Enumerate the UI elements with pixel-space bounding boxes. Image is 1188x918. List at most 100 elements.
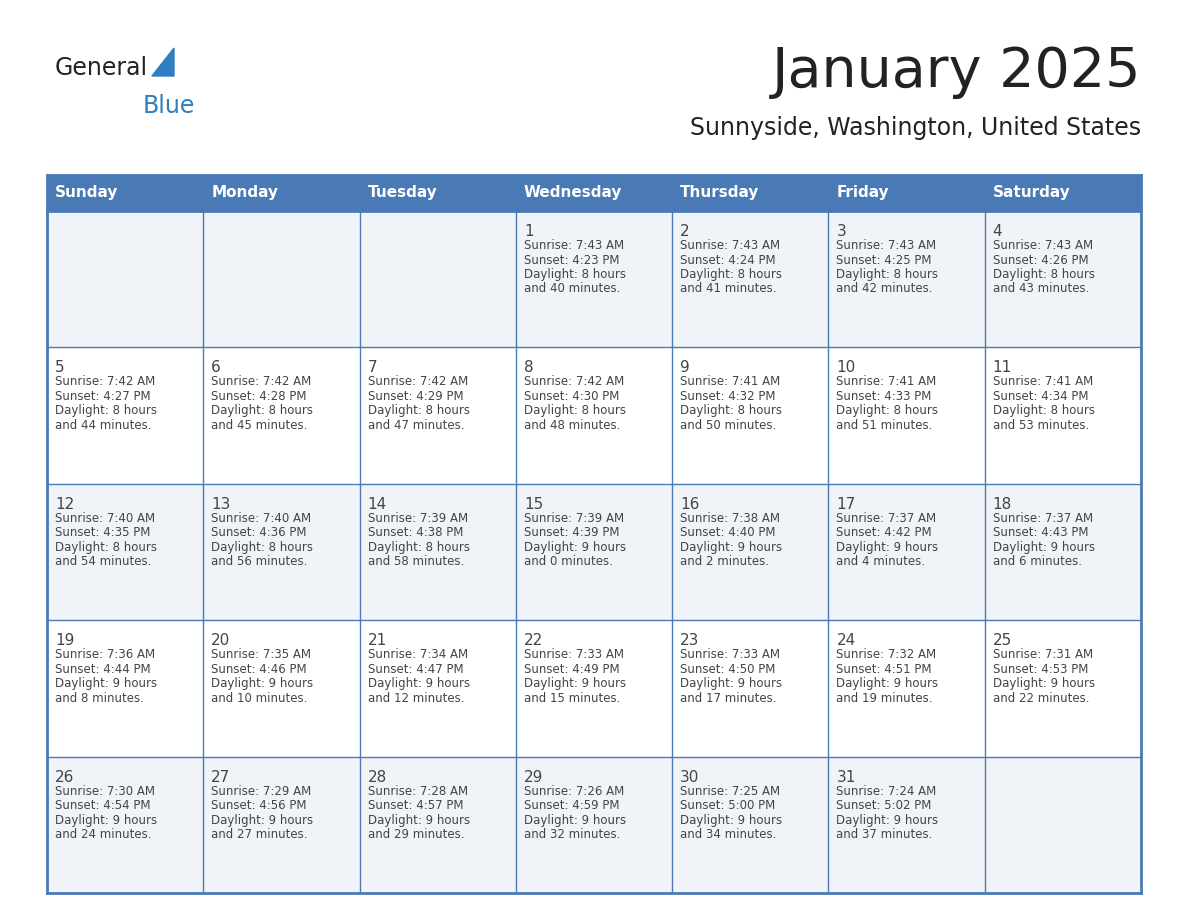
Text: Daylight: 9 hours: Daylight: 9 hours <box>993 677 1095 690</box>
Bar <box>672 621 828 756</box>
Text: Tuesday: Tuesday <box>367 185 437 200</box>
Text: Daylight: 9 hours: Daylight: 9 hours <box>836 541 939 554</box>
Text: and 6 minutes.: and 6 minutes. <box>993 555 1082 568</box>
Text: Sunset: 4:51 PM: Sunset: 4:51 PM <box>836 663 931 676</box>
Bar <box>985 621 1140 756</box>
Text: Sunrise: 7:41 AM: Sunrise: 7:41 AM <box>681 375 781 388</box>
Text: Saturday: Saturday <box>993 185 1070 200</box>
Bar <box>828 621 985 756</box>
Text: and 22 minutes.: and 22 minutes. <box>993 691 1089 705</box>
Text: Sunrise: 7:38 AM: Sunrise: 7:38 AM <box>681 512 781 525</box>
Text: Sunset: 4:44 PM: Sunset: 4:44 PM <box>55 663 151 676</box>
Text: Daylight: 9 hours: Daylight: 9 hours <box>681 541 782 554</box>
Text: Daylight: 8 hours: Daylight: 8 hours <box>55 405 157 418</box>
Bar <box>48 347 203 484</box>
Text: Sunrise: 7:43 AM: Sunrise: 7:43 AM <box>993 239 1093 252</box>
Text: Sunrise: 7:40 AM: Sunrise: 7:40 AM <box>55 512 156 525</box>
Text: Sunset: 4:25 PM: Sunset: 4:25 PM <box>836 253 931 266</box>
Text: Wednesday: Wednesday <box>524 185 623 200</box>
Bar <box>516 484 672 621</box>
Text: Daylight: 9 hours: Daylight: 9 hours <box>836 677 939 690</box>
Text: 11: 11 <box>993 361 1012 375</box>
Text: Sunset: 4:54 PM: Sunset: 4:54 PM <box>55 799 151 812</box>
Text: Sunday: Sunday <box>55 185 119 200</box>
Text: Sunrise: 7:30 AM: Sunrise: 7:30 AM <box>55 785 154 798</box>
Text: Sunset: 4:46 PM: Sunset: 4:46 PM <box>211 663 307 676</box>
Bar <box>828 484 985 621</box>
Text: Blue: Blue <box>143 94 195 118</box>
Text: Sunrise: 7:39 AM: Sunrise: 7:39 AM <box>367 512 468 525</box>
Text: Daylight: 9 hours: Daylight: 9 hours <box>55 813 157 826</box>
Text: Sunrise: 7:34 AM: Sunrise: 7:34 AM <box>367 648 468 661</box>
Text: Daylight: 9 hours: Daylight: 9 hours <box>524 677 626 690</box>
Bar <box>985 756 1140 893</box>
Text: Monday: Monday <box>211 185 278 200</box>
Text: Sunrise: 7:26 AM: Sunrise: 7:26 AM <box>524 785 624 798</box>
Text: 13: 13 <box>211 497 230 512</box>
Text: Daylight: 8 hours: Daylight: 8 hours <box>367 405 469 418</box>
Text: 14: 14 <box>367 497 387 512</box>
Text: 30: 30 <box>681 769 700 785</box>
Text: and 29 minutes.: and 29 minutes. <box>367 828 465 841</box>
Text: Daylight: 9 hours: Daylight: 9 hours <box>993 541 1095 554</box>
Bar <box>672 756 828 893</box>
Text: Sunrise: 7:41 AM: Sunrise: 7:41 AM <box>993 375 1093 388</box>
Text: 18: 18 <box>993 497 1012 512</box>
Text: and 48 minutes.: and 48 minutes. <box>524 419 620 431</box>
Text: Sunrise: 7:43 AM: Sunrise: 7:43 AM <box>681 239 781 252</box>
Text: Sunset: 4:29 PM: Sunset: 4:29 PM <box>367 390 463 403</box>
Text: 7: 7 <box>367 361 378 375</box>
Text: 15: 15 <box>524 497 543 512</box>
Text: 31: 31 <box>836 769 855 785</box>
Text: Sunset: 4:50 PM: Sunset: 4:50 PM <box>681 663 776 676</box>
Text: and 45 minutes.: and 45 minutes. <box>211 419 308 431</box>
Text: Sunset: 4:56 PM: Sunset: 4:56 PM <box>211 799 307 812</box>
Text: Sunset: 4:28 PM: Sunset: 4:28 PM <box>211 390 307 403</box>
Text: Sunrise: 7:43 AM: Sunrise: 7:43 AM <box>836 239 936 252</box>
Bar <box>672 347 828 484</box>
Text: Sunset: 4:23 PM: Sunset: 4:23 PM <box>524 253 619 266</box>
Text: Sunrise: 7:28 AM: Sunrise: 7:28 AM <box>367 785 468 798</box>
Text: and 54 minutes.: and 54 minutes. <box>55 555 151 568</box>
Text: Sunset: 4:26 PM: Sunset: 4:26 PM <box>993 253 1088 266</box>
Text: Daylight: 8 hours: Daylight: 8 hours <box>55 541 157 554</box>
Text: 17: 17 <box>836 497 855 512</box>
Bar <box>672 211 828 347</box>
Bar <box>360 211 516 347</box>
Text: Sunrise: 7:43 AM: Sunrise: 7:43 AM <box>524 239 624 252</box>
Text: 4: 4 <box>993 224 1003 239</box>
Text: Daylight: 8 hours: Daylight: 8 hours <box>993 268 1094 281</box>
Text: 10: 10 <box>836 361 855 375</box>
Text: and 0 minutes.: and 0 minutes. <box>524 555 613 568</box>
Bar <box>48 756 203 893</box>
Text: and 47 minutes.: and 47 minutes. <box>367 419 465 431</box>
Text: 22: 22 <box>524 633 543 648</box>
Text: Sunrise: 7:33 AM: Sunrise: 7:33 AM <box>524 648 624 661</box>
Text: Daylight: 9 hours: Daylight: 9 hours <box>211 813 314 826</box>
Text: Daylight: 9 hours: Daylight: 9 hours <box>524 813 626 826</box>
Text: Sunset: 4:32 PM: Sunset: 4:32 PM <box>681 390 776 403</box>
Text: 24: 24 <box>836 633 855 648</box>
Text: Sunrise: 7:42 AM: Sunrise: 7:42 AM <box>211 375 311 388</box>
Text: 12: 12 <box>55 497 74 512</box>
Text: and 42 minutes.: and 42 minutes. <box>836 283 933 296</box>
Text: Sunset: 5:00 PM: Sunset: 5:00 PM <box>681 799 776 812</box>
Text: Sunset: 4:59 PM: Sunset: 4:59 PM <box>524 799 619 812</box>
Text: 1: 1 <box>524 224 533 239</box>
Text: and 24 minutes.: and 24 minutes. <box>55 828 152 841</box>
Text: Sunset: 4:47 PM: Sunset: 4:47 PM <box>367 663 463 676</box>
Bar <box>516 621 672 756</box>
Text: 28: 28 <box>367 769 387 785</box>
Text: and 43 minutes.: and 43 minutes. <box>993 283 1089 296</box>
Text: Sunset: 4:53 PM: Sunset: 4:53 PM <box>993 663 1088 676</box>
Text: and 10 minutes.: and 10 minutes. <box>211 691 308 705</box>
Bar <box>985 484 1140 621</box>
Text: 26: 26 <box>55 769 75 785</box>
Text: Sunset: 4:24 PM: Sunset: 4:24 PM <box>681 253 776 266</box>
Text: 19: 19 <box>55 633 75 648</box>
Text: and 4 minutes.: and 4 minutes. <box>836 555 925 568</box>
Text: Sunset: 4:40 PM: Sunset: 4:40 PM <box>681 526 776 539</box>
Text: 3: 3 <box>836 224 846 239</box>
Text: and 34 minutes.: and 34 minutes. <box>681 828 777 841</box>
Text: Daylight: 9 hours: Daylight: 9 hours <box>211 677 314 690</box>
